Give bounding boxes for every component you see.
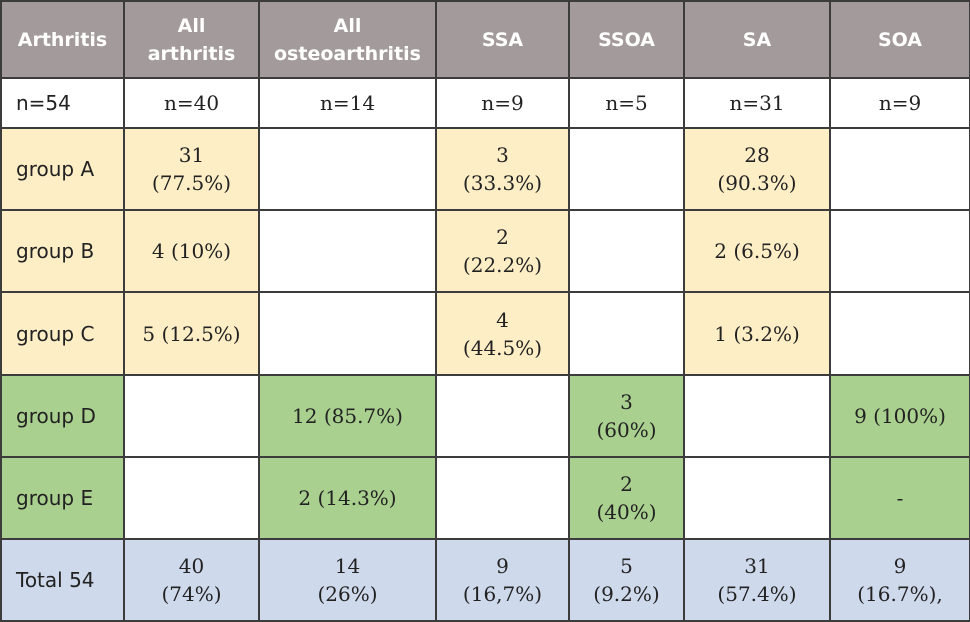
table-cell: 1 (3.2%) (683, 291, 831, 376)
table-cell: 5 (12.5%) (123, 291, 260, 376)
table-cell: 31 (77.5%) (123, 127, 260, 211)
table-cell (258, 209, 437, 293)
table-cell: n=31 (683, 77, 831, 129)
table-cell (123, 374, 260, 458)
table-cell: 12 (85.7%) (258, 374, 437, 458)
column-header: Arthritis (0, 0, 125, 79)
table-cell: 2 (40%) (568, 456, 685, 540)
table-cell: 9 (16,7%) (435, 538, 570, 622)
table-cell (829, 127, 970, 211)
table-cell: 2 (14.3%) (258, 456, 437, 540)
row-label: group D (0, 374, 125, 458)
column-header: SOA (829, 0, 970, 79)
table-cell: 3 (33.3%) (435, 127, 570, 211)
table-cell: 31 (57.4%) (683, 538, 831, 622)
table-cell: 9 (16.7%), (829, 538, 970, 622)
table-cell (435, 374, 570, 458)
header-row: Arthritis All arthritis All osteoarthritis… (0, 0, 970, 79)
table-cell (829, 291, 970, 376)
table-cell (568, 209, 685, 293)
table-cell: 3 (60%) (568, 374, 685, 458)
column-header: All arthritis (123, 0, 260, 79)
table-cell: 28 (90.3%) (683, 127, 831, 211)
table-cell: 9 (100%) (829, 374, 970, 458)
row-label: group A (0, 127, 125, 211)
table-cell: 2 (6.5%) (683, 209, 831, 293)
table-cell: 4 (10%) (123, 209, 260, 293)
column-header: SSOA (568, 0, 685, 79)
table-cell: n=40 (123, 77, 260, 129)
group-e-row: group E 2 (14.3%) 2 (40%) - (0, 456, 970, 540)
table-cell: n=14 (258, 77, 437, 129)
row-label: n=54 (0, 77, 125, 129)
table-cell (258, 291, 437, 376)
table-cell: n=9 (435, 77, 570, 129)
row-label: group C (0, 291, 125, 376)
column-header: All osteoarthritis (258, 0, 437, 79)
n-row: n=54 n=40 n=14 n=9 n=5 n=31 n=9 (0, 77, 970, 129)
table-cell (568, 127, 685, 211)
table-cell: n=9 (829, 77, 970, 129)
group-d-row: group D 12 (85.7%) 3 (60%) 9 (100%) (0, 374, 970, 458)
row-label: Total 54 (0, 538, 125, 622)
table-cell (683, 374, 831, 458)
table-cell: 14 (26%) (258, 538, 437, 622)
table-cell (829, 209, 970, 293)
table-cell: 4 (44.5%) (435, 291, 570, 376)
row-label: group B (0, 209, 125, 293)
table-cell: 2 (22.2%) (435, 209, 570, 293)
row-label: group E (0, 456, 125, 540)
group-a-row: group A 31 (77.5%) 3 (33.3%) 28 (90.3%) (0, 127, 970, 211)
table-cell (258, 127, 437, 211)
column-header: SSA (435, 0, 570, 79)
table-cell (123, 456, 260, 540)
total-row: Total 54 40 (74%) 14 (26%) 9 (16,7%) 5 (9.2%… (0, 538, 970, 622)
table-cell: - (829, 456, 970, 540)
table-cell (435, 456, 570, 540)
table-cell: n=5 (568, 77, 685, 129)
column-header: SA (683, 0, 831, 79)
table-cell: 5 (9.2%) (568, 538, 685, 622)
table-cell (568, 291, 685, 376)
table-cell (683, 456, 831, 540)
table-cell: 40 (74%) (123, 538, 260, 622)
